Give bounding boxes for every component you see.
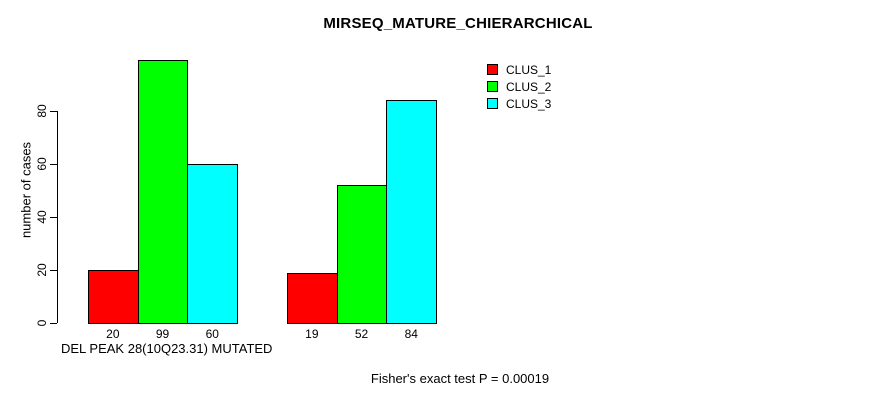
bar-clus_1-group2 [287, 272, 338, 324]
x-axis-label: DEL PEAK 28(10Q23.31) MUTATED [61, 341, 273, 356]
y-axis-tick [50, 216, 57, 218]
legend-swatch-clus_2 [487, 81, 498, 92]
legend-label: CLUS_2 [506, 79, 552, 94]
bar-clus_3-group2 [386, 99, 438, 324]
bar-clus_1-group1 [88, 269, 139, 324]
legend-swatch-clus_1 [487, 64, 498, 75]
legend-item-clus_3: CLUS_3 [487, 95, 551, 112]
bar-value-label: 60 [205, 327, 219, 341]
bar-value-label: 19 [305, 327, 319, 341]
legend-label: CLUS_1 [506, 62, 552, 77]
y-axis-tick-label: 60 [35, 156, 49, 171]
bar-clus_3-group1 [187, 163, 239, 324]
chart-title: MIRSEQ_MATURE_CHIERARCHICAL [323, 15, 593, 32]
y-axis-tick [50, 323, 57, 324]
y-axis-label: number of cases [18, 141, 34, 239]
bar-value-label: 99 [155, 327, 170, 341]
bar-value-label: 84 [404, 327, 418, 341]
y-axis-tick [50, 269, 57, 271]
legend-item-clus_2: CLUS_2 [487, 78, 551, 95]
stats-annotation: Fisher's exact test P = 0.00019 [370, 371, 550, 386]
legend-label: CLUS_3 [506, 96, 552, 111]
bar-clus_2-group1 [137, 60, 189, 324]
legend-item-clus_1: CLUS_1 [487, 61, 551, 78]
legend: CLUS_1 CLUS_2 CLUS_3 [487, 61, 551, 112]
bar-value-label: 20 [106, 327, 120, 341]
y-axis-tick-label: 20 [35, 263, 49, 277]
bar-value-label: 52 [354, 327, 369, 341]
y-axis-tick [50, 163, 57, 165]
bar-clus_2-group2 [336, 184, 388, 324]
y-axis-line [57, 110, 58, 323]
y-axis-tick [50, 110, 57, 112]
y-axis-tick-label: 40 [35, 210, 49, 224]
y-axis-tick-label: 80 [35, 103, 49, 118]
y-axis-tick-label: 0 [35, 319, 49, 327]
legend-swatch-clus_3 [487, 98, 498, 109]
